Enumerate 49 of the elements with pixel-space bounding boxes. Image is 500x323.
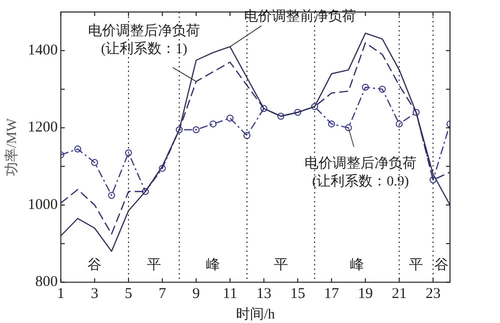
annotation: 平 <box>274 258 288 273</box>
point <box>311 103 318 110</box>
annotation: 峰 <box>350 256 364 273</box>
point <box>142 188 149 195</box>
point <box>412 108 420 116</box>
point <box>192 126 200 134</box>
point <box>260 105 268 112</box>
point <box>294 108 302 116</box>
x-tick-label: 17 <box>324 286 340 302</box>
annotation: 平 <box>146 258 161 273</box>
annotation: 平 <box>409 258 424 273</box>
annotation: 谷 <box>88 256 102 273</box>
x-tick-label: 15 <box>290 286 306 302</box>
point <box>210 120 217 128</box>
x-tick-label: 3 <box>90 286 98 302</box>
point <box>362 84 369 91</box>
point <box>378 86 386 93</box>
point <box>344 124 352 132</box>
point <box>74 146 82 153</box>
point <box>226 114 234 122</box>
point <box>176 126 183 134</box>
x-tick-label: 19 <box>358 286 373 302</box>
point <box>243 132 250 140</box>
y-tick-label: 1200 <box>28 120 58 136</box>
x-tick-label: 7 <box>158 286 167 302</box>
point <box>396 120 403 128</box>
y-tick-label: 800 <box>35 274 58 290</box>
annotation: 谷 <box>434 256 449 273</box>
point <box>158 164 166 172</box>
point <box>328 120 336 128</box>
x-tick-label: 11 <box>222 286 238 302</box>
point <box>430 176 437 184</box>
annotation: 电价调整后净负荷 (让利系数：1) <box>88 23 200 58</box>
x-axis-title: 时间/h <box>236 306 275 322</box>
y-axis-title: 功率/MW <box>4 118 20 176</box>
x-tick-label: 23 <box>426 286 441 302</box>
point <box>277 112 284 120</box>
y-tick-label: 1000 <box>28 196 58 213</box>
x-tick-label: 5 <box>124 286 132 302</box>
point <box>124 149 132 156</box>
point <box>108 192 116 199</box>
point <box>91 159 98 166</box>
y-tick-label: 1400 <box>28 42 58 59</box>
x-tick-label: 13 <box>256 286 272 302</box>
x-tick-label: 9 <box>192 286 200 302</box>
x-tick-label: 21 <box>392 286 407 302</box>
x-tick-label: 1 <box>57 286 65 302</box>
annotation: 电价调整后净负荷 (让利系数：0.9) <box>304 155 416 190</box>
annotation: 峰 <box>206 256 220 273</box>
